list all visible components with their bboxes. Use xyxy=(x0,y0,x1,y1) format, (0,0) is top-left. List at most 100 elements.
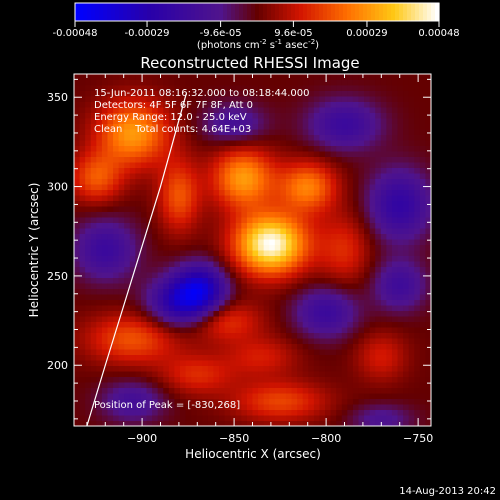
heatmap-pixel xyxy=(135,310,142,317)
heatmap-pixel xyxy=(168,305,175,311)
heatmap-pixel xyxy=(419,118,426,124)
heatmap-pixel xyxy=(224,74,231,80)
heatmap-pixel xyxy=(408,151,415,157)
heatmap-pixel xyxy=(135,354,142,361)
heatmap-pixel xyxy=(101,277,108,284)
heatmap-pixel xyxy=(90,167,97,174)
heatmap-pixel xyxy=(90,118,97,124)
heatmap-pixel xyxy=(113,156,120,163)
heatmap-pixel xyxy=(341,228,348,234)
heatmap-pixel xyxy=(352,387,359,394)
heatmap-pixel xyxy=(135,118,142,124)
heatmap-pixel xyxy=(403,354,410,361)
heatmap-pixel xyxy=(386,305,393,311)
heatmap-pixel xyxy=(252,327,259,333)
heatmap-pixel xyxy=(397,415,404,421)
heatmap-pixel xyxy=(325,140,332,146)
heatmap-pixel xyxy=(375,195,382,201)
heatmap-pixel xyxy=(375,277,382,284)
heatmap-pixel xyxy=(364,321,371,328)
heatmap-pixel xyxy=(246,211,253,218)
heatmap-pixel xyxy=(219,376,226,383)
heatmap-pixel xyxy=(375,206,382,212)
heatmap-pixel xyxy=(246,305,253,311)
heatmap-pixel xyxy=(79,415,86,421)
heatmap-pixel xyxy=(85,85,92,91)
heatmap-pixel xyxy=(196,233,203,240)
heatmap-pixel xyxy=(85,327,92,333)
heatmap-pixel xyxy=(274,255,281,262)
heatmap-pixel xyxy=(163,343,170,350)
heatmap-pixel xyxy=(174,228,181,234)
heatmap-pixel xyxy=(258,420,265,426)
heatmap-pixel xyxy=(414,195,421,201)
heatmap-pixel xyxy=(258,222,265,229)
heatmap-pixel xyxy=(336,107,343,113)
heatmap-pixel xyxy=(146,305,153,311)
heatmap-pixel xyxy=(380,162,387,168)
heatmap-pixel xyxy=(241,277,248,284)
heatmap-pixel xyxy=(352,195,359,201)
heatmap-pixel xyxy=(118,189,125,196)
heatmap-pixel xyxy=(313,233,320,240)
heatmap-pixel xyxy=(364,123,371,130)
heatmap-pixel xyxy=(347,112,354,119)
heatmap-pixel xyxy=(391,365,399,372)
heatmap-pixel xyxy=(174,85,181,91)
heatmap-pixel xyxy=(179,217,187,223)
heatmap-pixel xyxy=(113,354,120,361)
heatmap-pixel xyxy=(285,404,293,410)
heatmap-pixel xyxy=(330,162,337,168)
heatmap-pixel xyxy=(336,239,343,245)
heatmap-pixel xyxy=(397,101,404,108)
heatmap-pixel xyxy=(219,321,226,328)
heatmap-pixel xyxy=(403,134,410,141)
heatmap-pixel xyxy=(341,200,348,207)
heatmap-pixel xyxy=(269,382,276,388)
heatmap-pixel xyxy=(274,239,281,245)
heatmap-pixel xyxy=(191,261,198,267)
heatmap-pixel xyxy=(308,299,315,306)
heatmap-pixel xyxy=(347,420,354,426)
heatmap-pixel xyxy=(297,332,304,339)
heatmap-pixel xyxy=(163,112,170,119)
heatmap-pixel xyxy=(168,338,175,344)
heatmap-pixel xyxy=(196,118,203,124)
heatmap-pixel xyxy=(403,266,410,273)
heatmap-pixel xyxy=(263,294,270,300)
heatmap-pixel xyxy=(274,343,281,350)
heatmap-pixel xyxy=(313,134,320,141)
heatmap-pixel xyxy=(90,107,97,113)
heatmap-pixel xyxy=(101,222,108,229)
heatmap-pixel xyxy=(308,107,315,113)
heatmap-pixel xyxy=(230,321,237,328)
heatmap-pixel xyxy=(179,316,187,322)
heatmap-pixel xyxy=(352,354,359,361)
heatmap-pixel xyxy=(285,338,293,344)
heatmap-pixel xyxy=(191,305,198,311)
heatmap-pixel xyxy=(358,404,365,410)
heatmap-pixel xyxy=(302,360,309,366)
heatmap-pixel xyxy=(274,327,281,333)
heatmap-pixel xyxy=(174,277,181,284)
heatmap-pixel xyxy=(341,338,348,344)
heatmap-pixel xyxy=(341,409,348,416)
heatmap-pixel xyxy=(185,288,192,295)
heatmap-pixel xyxy=(263,74,270,80)
heatmap-pixel xyxy=(152,393,159,399)
heatmap-pixel xyxy=(386,244,393,251)
heatmap-pixel xyxy=(364,250,371,256)
heatmap-pixel xyxy=(291,90,298,97)
heatmap-pixel xyxy=(414,101,421,108)
heatmap-pixel xyxy=(258,85,265,91)
heatmap-pixel xyxy=(85,255,92,262)
heatmap-pixel xyxy=(325,321,332,328)
heatmap-pixel xyxy=(157,244,164,251)
heatmap-pixel xyxy=(375,360,382,366)
heatmap-pixel xyxy=(246,85,253,91)
heatmap-pixel xyxy=(90,409,97,416)
heatmap-pixel xyxy=(336,90,343,97)
heatmap-pixel xyxy=(90,239,97,245)
heatmap-pixel xyxy=(124,156,131,163)
heatmap-pixel xyxy=(129,90,136,97)
